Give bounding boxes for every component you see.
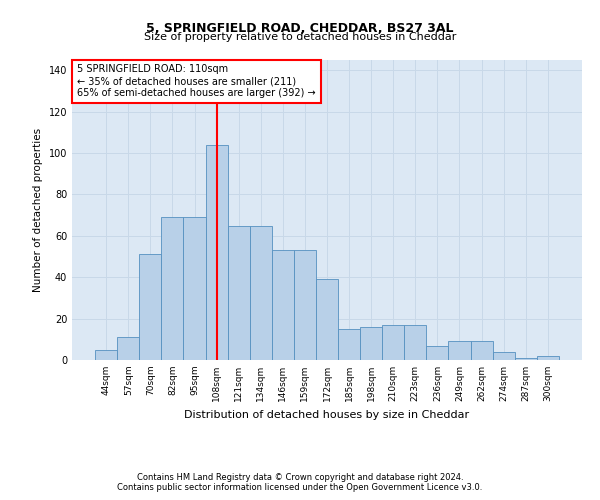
Text: Contains HM Land Registry data © Crown copyright and database right 2024.: Contains HM Land Registry data © Crown c… <box>137 472 463 482</box>
Bar <box>117 337 139 360</box>
Bar <box>382 325 404 360</box>
Bar <box>360 327 382 360</box>
X-axis label: Distribution of detached houses by size in Cheddar: Distribution of detached houses by size … <box>184 410 470 420</box>
Bar <box>448 342 470 360</box>
Bar <box>404 325 427 360</box>
Bar <box>250 226 272 360</box>
Bar <box>493 352 515 360</box>
Text: Contains public sector information licensed under the Open Government Licence v3: Contains public sector information licen… <box>118 482 482 492</box>
Bar <box>272 250 294 360</box>
Bar <box>338 329 360 360</box>
Text: 5, SPRINGFIELD ROAD, CHEDDAR, BS27 3AL: 5, SPRINGFIELD ROAD, CHEDDAR, BS27 3AL <box>146 22 454 36</box>
Bar <box>206 145 227 360</box>
Bar <box>470 342 493 360</box>
Bar <box>184 217 206 360</box>
Bar <box>427 346 448 360</box>
Bar <box>95 350 117 360</box>
Bar <box>537 356 559 360</box>
Bar <box>227 226 250 360</box>
Bar <box>316 280 338 360</box>
Text: Size of property relative to detached houses in Cheddar: Size of property relative to detached ho… <box>144 32 456 42</box>
Bar <box>515 358 537 360</box>
Bar <box>294 250 316 360</box>
Bar <box>161 217 184 360</box>
Y-axis label: Number of detached properties: Number of detached properties <box>33 128 43 292</box>
Text: 5 SPRINGFIELD ROAD: 110sqm
← 35% of detached houses are smaller (211)
65% of sem: 5 SPRINGFIELD ROAD: 110sqm ← 35% of deta… <box>77 64 316 98</box>
Bar <box>139 254 161 360</box>
